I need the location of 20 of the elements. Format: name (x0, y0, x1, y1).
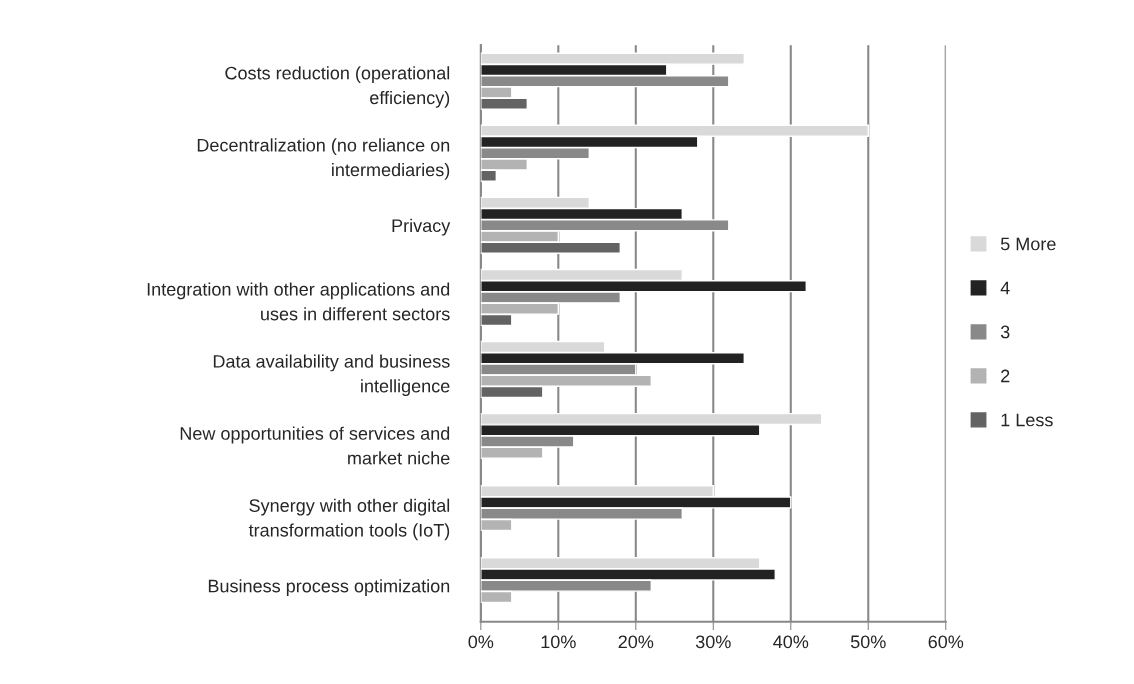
x-tick-label: 40% (773, 635, 809, 649)
x-tick-label: 50% (850, 635, 886, 649)
y-tick-label: Integration with other applications and uses in different sectors (147, 282, 450, 321)
y-tick-label: Decentralization (no reliance on intermediaries) (197, 138, 450, 180)
y-tick-label: Privacy (392, 218, 451, 236)
x-tick-label: 20% (618, 635, 654, 649)
y-tick-label: New opportunities of services and market niche (180, 426, 450, 465)
x-tick-label: 0% (468, 635, 494, 649)
y-tick-label: Synergy with other digital transformation tools (IoT) (248, 498, 450, 541)
legend-label: 5 More (1000, 237, 1056, 251)
y-tick-label: Costs reduction (operational efficiency) (225, 66, 450, 108)
legend-label: 3 (1000, 325, 1010, 339)
y-tick-label: Business process optimization (208, 579, 450, 597)
x-tick-label: 10% (541, 635, 576, 649)
x-tick-label: 60% (928, 635, 964, 649)
y-tick-label: Data availability and business intelligence (213, 354, 450, 397)
legend-label: 1 Less (1001, 413, 1053, 427)
x-tick-label: 30% (695, 635, 731, 649)
legend-label: 4 (1000, 281, 1010, 295)
legend-label: 2 (1001, 369, 1010, 383)
